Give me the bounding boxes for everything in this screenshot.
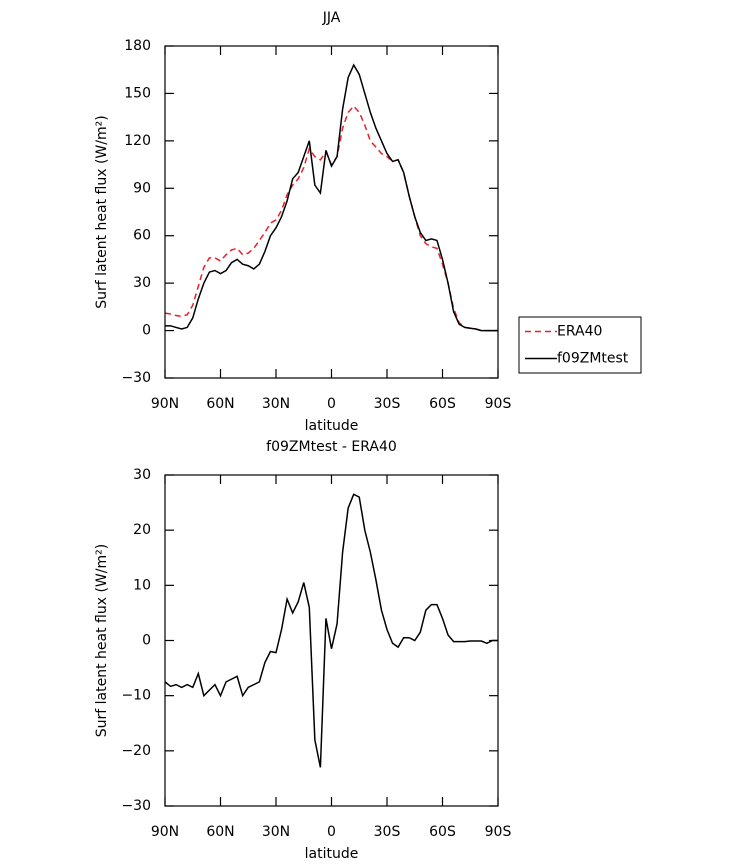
x-tick-label: 60N (206, 396, 234, 412)
y-axis-label: Surf latent heat flux (W/m²) (94, 544, 110, 737)
legend-label: ERA40 (557, 324, 602, 340)
y-tick-label: −30 (121, 798, 151, 814)
y-tick-label: −30 (121, 370, 151, 386)
chart-title: f09ZMtest - ERA40 (266, 439, 397, 455)
x-tick-label: 0 (327, 824, 336, 840)
y-tick-label: 0 (142, 323, 151, 339)
x-tick-label: 90N (151, 824, 179, 840)
x-tick-label: 90S (485, 824, 512, 840)
chart-title: JJA (322, 10, 341, 26)
y-tick-label: 30 (133, 467, 151, 483)
y-tick-label: −10 (121, 688, 151, 704)
x-tick-label: 30N (262, 824, 290, 840)
y-tick-label: 180 (124, 38, 151, 54)
y-tick-label: 30 (133, 275, 151, 291)
plot-frame (164, 45, 499, 379)
x-axis-label: latitude (305, 418, 359, 434)
legend: ERA40 f09ZMtest (518, 316, 642, 374)
y-tick-label: 20 (133, 522, 151, 538)
y-tick-label: 120 (124, 133, 151, 149)
legend-label: f09ZMtest (557, 351, 629, 367)
x-tick-label: 60S (429, 396, 456, 412)
y-tick-label: 150 (124, 85, 151, 101)
y-axis-label: Surf latent heat flux (W/m²) (94, 115, 110, 308)
y-tick-label: 10 (133, 577, 151, 593)
x-tick-label: 30S (374, 396, 401, 412)
x-tick-label: 90N (151, 396, 179, 412)
data-line (164, 104, 498, 332)
x-tick-label: 60S (429, 824, 456, 840)
y-tick-label: −20 (121, 743, 151, 759)
y-tick-label: 60 (133, 228, 151, 244)
x-axis-label: latitude (305, 846, 359, 862)
x-tick-label: 0 (327, 396, 336, 412)
y-tick-label: 0 (142, 633, 151, 649)
y-tick-label: 90 (133, 180, 151, 196)
x-tick-label: 90S (485, 396, 512, 412)
plot-frame (164, 474, 499, 807)
x-tick-label: 60N (206, 824, 234, 840)
legend-box (518, 316, 642, 374)
data-line (165, 63, 498, 332)
x-tick-label: 30S (374, 824, 401, 840)
x-tick-label: 30N (262, 396, 290, 412)
data-line (164, 493, 498, 768)
